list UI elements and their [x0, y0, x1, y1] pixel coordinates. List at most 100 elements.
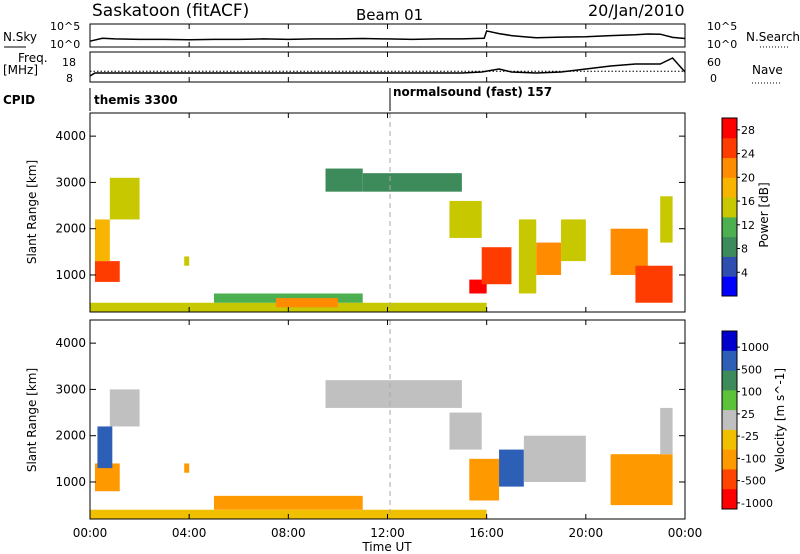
- velocity-colorbar-segment: [722, 469, 737, 490]
- x-axis-title: Time UT: [361, 540, 412, 554]
- scatter-patch-0: [94, 261, 120, 282]
- x-tick-label: 00:00: [73, 526, 108, 540]
- freq-tick-top: 18: [62, 56, 76, 69]
- velocity-colorbar-tick-label: -500: [741, 475, 766, 488]
- noise-left-label: N.Sky: [3, 30, 37, 44]
- power-y-axis: 1000 2000 3000 4000: [55, 129, 685, 282]
- velocity-colorbar-tick-label: 100: [741, 386, 762, 399]
- scatter-patch-3: [184, 463, 190, 473]
- scatter-patch-1: [94, 219, 110, 262]
- scatter-patch-3: [184, 256, 190, 266]
- power-colorbar-segment: [722, 197, 737, 218]
- scatter-patch-2: [109, 389, 140, 427]
- velocity-colorbar-tick-label: -100: [741, 452, 766, 465]
- scatter-patch-11: [481, 247, 512, 285]
- power-colorbar-tick-label: 16: [741, 195, 755, 208]
- power-colorbar-segment: [722, 157, 737, 178]
- velocity-colorbar-frame: [721, 330, 738, 510]
- beam-label: Beam 01: [356, 6, 423, 24]
- velocity-ylabel: Slant Range [km]: [25, 368, 39, 472]
- power-colorbar-segment: [722, 118, 737, 139]
- velocity-colorbar-tick-label: 500: [741, 363, 762, 376]
- scatter-patch-6: [325, 380, 462, 408]
- y-tick-label: 4000: [55, 336, 86, 350]
- velocity-colorbar-tick-label: -25: [741, 430, 759, 443]
- nave-label: Nave: [752, 63, 783, 77]
- scatter-patch-12: [518, 219, 537, 294]
- y-tick-label: 3000: [55, 175, 86, 189]
- noise-tick-bottom: 10^0: [50, 38, 80, 51]
- x-tick-label: 08:00: [271, 526, 306, 540]
- velocity-heatmap: [90, 380, 673, 519]
- x-tick-label: 00:00: [668, 526, 703, 540]
- velocity-colorbar-tick-label: 1000: [741, 341, 769, 354]
- scatter-patch-9: [449, 200, 482, 238]
- freq-label-line2: [MHz]: [3, 63, 38, 77]
- freq-tick-bottom: 8: [66, 72, 73, 85]
- power-colorbar: 4 8 12 16 20 24 28: [721, 117, 755, 297]
- power-colorbar-segment: [722, 276, 737, 297]
- scatter-patch-11: [610, 454, 673, 506]
- scatter-patch-7: [325, 168, 363, 192]
- cpid-program-2: normalsound (fast) 157: [393, 85, 552, 99]
- y-tick-label: 2000: [55, 429, 86, 443]
- power-colorbar-segment: [722, 216, 737, 238]
- scatter-patch-8: [469, 458, 500, 501]
- scatter-patch-16: [635, 265, 673, 303]
- nave-tick-top: 60: [707, 56, 721, 69]
- scatter-patch-13: [536, 242, 562, 275]
- power-colorbar-tick-label: 20: [741, 171, 755, 184]
- noise-tick-top: 10^5: [50, 20, 80, 33]
- power-colorbar-tick-label: 8: [741, 243, 748, 256]
- scatter-patch-1: [97, 426, 113, 469]
- scatter-patch-2: [109, 177, 140, 220]
- scatter-patch-17: [660, 196, 673, 243]
- power-colorbar-tick-label: 24: [741, 148, 755, 161]
- scatter-patch-9: [499, 449, 524, 487]
- power-colorbar-segment: [722, 137, 737, 159]
- cpid-program-1: themis 3300: [94, 93, 178, 107]
- velocity-y-axis: 1000 2000 3000 4000: [55, 336, 685, 489]
- noise-right-label: N.Search: [746, 30, 800, 44]
- noise-sky-line: [89, 30, 686, 42]
- scatter-patch-14: [561, 219, 586, 262]
- power-heatmap: [90, 168, 673, 312]
- velocity-colorbar: 1000 500 100 25 -25 -100 -500 -1000: [721, 330, 773, 510]
- power-colorbar-tick-label: 4: [741, 266, 748, 279]
- x-axis: 00:00 04:00 08:00 12:00 16:00 20:00 00:00: [73, 24, 703, 540]
- scatter-patch-10: [523, 435, 586, 482]
- power-ylabel: Slant Range [km]: [25, 160, 39, 264]
- y-tick-label: 4000: [55, 129, 86, 143]
- date-label: 20/Jan/2010: [588, 1, 685, 20]
- power-colorbar-segment: [722, 236, 737, 257]
- noise-tick-top-right: 10^5: [707, 20, 737, 33]
- velocity-colorbar-segment: [722, 331, 737, 352]
- velocity-colorbar-tick-label: -1000: [741, 497, 773, 510]
- y-tick-label: 3000: [55, 382, 86, 396]
- cpid-label: CPID: [3, 93, 35, 107]
- power-colorbar-segment: [722, 177, 737, 198]
- x-tick-label: 12:00: [370, 526, 405, 540]
- velocity-colorbar-tick-label: 25: [741, 408, 755, 421]
- y-tick-label: 1000: [55, 475, 86, 489]
- x-tick-label: 16:00: [469, 526, 504, 540]
- y-tick-label: 1000: [55, 268, 86, 282]
- velocity-panel-frame: [89, 319, 686, 520]
- velocity-colorbar-segment: [722, 429, 737, 451]
- velocity-colorbar-segment: [722, 489, 737, 510]
- scatter-patch-8: [362, 173, 462, 192]
- x-tick-label: 04:00: [172, 526, 207, 540]
- y-tick-label: 2000: [55, 222, 86, 236]
- noise-tick-bottom-right: 10^0: [707, 38, 737, 51]
- velocity-colorbar-segment: [722, 410, 737, 431]
- power-colorbar-frame: [721, 117, 738, 297]
- velocity-colorbar-segment: [722, 390, 737, 411]
- power-panel-frame: [89, 112, 686, 313]
- x-tick-label: 20:00: [569, 526, 604, 540]
- figure-title: Saskatoon (fitACF): [92, 1, 249, 21]
- scatter-patch-12: [660, 407, 673, 455]
- nave-tick-bottom: 0: [710, 72, 717, 85]
- freq-label-line1: Freq.: [18, 51, 48, 65]
- velocity-colorbar-segment: [722, 449, 737, 470]
